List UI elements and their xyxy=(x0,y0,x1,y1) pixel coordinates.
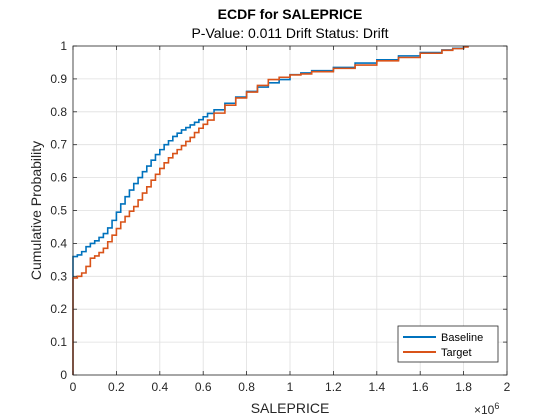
y-tick-label: 0.7 xyxy=(50,138,67,152)
x-tick-label: 0.6 xyxy=(195,380,212,394)
y-tick-label: 0.6 xyxy=(50,171,67,185)
series-layer xyxy=(72,45,469,375)
legend-label-baseline: Baseline xyxy=(441,332,483,344)
y-tick-label: 0.3 xyxy=(50,269,67,283)
y-tick-label: 0.1 xyxy=(50,335,67,349)
x-tick-label: 1 xyxy=(287,380,294,394)
x-tick-label: 0.4 xyxy=(151,380,168,394)
series-line-target xyxy=(72,46,469,375)
y-tick-label: 0.9 xyxy=(50,72,67,86)
legend-box xyxy=(397,325,499,363)
y-tick-label: 0 xyxy=(60,368,67,382)
x-tick-label: 1.2 xyxy=(325,380,342,394)
y-tick-label: 0.8 xyxy=(50,105,67,119)
grid xyxy=(72,45,508,376)
x-tick-label: 1.6 xyxy=(412,380,429,394)
x-tick-label: 1.4 xyxy=(368,380,385,394)
y-tick-label: 0.2 xyxy=(50,302,67,316)
chart-subtitle: P-Value: 0.011 Drift Status: Drift xyxy=(191,25,388,41)
x-tick-label: 1.8 xyxy=(455,380,472,394)
x-axis-label: SALEPRICE xyxy=(251,400,330,416)
y-tick-label: 0.4 xyxy=(50,236,67,250)
legend-label-target: Target xyxy=(441,347,472,359)
x-exponent-power: 6 xyxy=(494,401,499,411)
chart-title: ECDF for SALEPRICE xyxy=(218,6,363,22)
legend: Baseline Target xyxy=(397,325,499,363)
y-axis-label: Cumulative Probability xyxy=(28,141,44,280)
x-axis-exponent: ×106 xyxy=(474,401,499,417)
x-tick-label: 0.2 xyxy=(108,380,125,394)
x-tick-label: 0 xyxy=(70,380,77,394)
tick-layer: 0 0.2 0.4 0.6 0.8 1 1.2 1.4 1.6 1.8 2 0 0.1 0.2 0.3 0.4… xyxy=(50,39,510,394)
x-exponent-base: ×10 xyxy=(474,403,495,417)
y-tick-label: 0.5 xyxy=(50,204,67,218)
x-tick-label: 0.8 xyxy=(238,380,255,394)
x-tick-label: 2 xyxy=(504,380,511,394)
y-tick-label: 1 xyxy=(60,39,67,53)
